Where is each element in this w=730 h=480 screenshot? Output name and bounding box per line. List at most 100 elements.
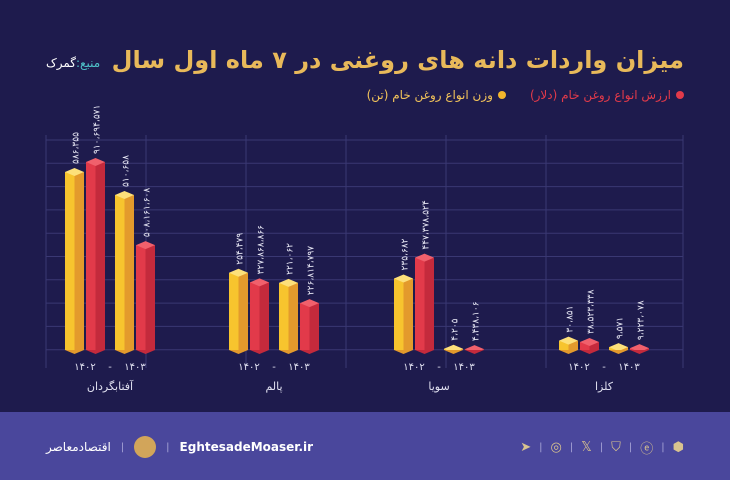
- bar-bottom: [250, 350, 269, 354]
- data-label: ۴۴۷،۳۷۸،۵۲۴: [422, 200, 432, 249]
- data-label: ۹،۲۲۳،۰۷۸: [637, 300, 647, 340]
- data-label: ۲۵۴،۴۷۹: [236, 233, 246, 265]
- bar-bottom: [394, 350, 413, 354]
- year-separator: -: [437, 362, 441, 373]
- bar-top: [86, 158, 105, 166]
- legend-item-weight: وزن انواع روغن خام (تن): [367, 88, 506, 102]
- data-label: ۲۲۶،۸۱۴،۷۹۷: [307, 246, 317, 295]
- bar-value: [86, 162, 96, 350]
- bar-value: [580, 342, 590, 350]
- year-label: ۱۴۰۳: [618, 362, 640, 373]
- year-label: ۱۴۰۳: [288, 362, 310, 373]
- telegram-icon[interactable]: ➤: [520, 440, 532, 455]
- instagram-icon[interactable]: ◎: [550, 440, 562, 455]
- bar-bottom: [415, 350, 434, 354]
- bar-weight: [394, 278, 404, 350]
- year-separator: -: [108, 362, 112, 373]
- bar-bottom: [630, 350, 649, 354]
- bar-bottom: [609, 350, 628, 354]
- bar-weight-side: [403, 278, 413, 350]
- legend-swatch: [497, 91, 506, 99]
- legend-swatch: [676, 91, 684, 99]
- divider: |: [628, 442, 633, 453]
- bar-bottom: [559, 350, 578, 354]
- data-label: ۳۰،۸۵۱: [566, 306, 576, 333]
- bar-weight-side: [74, 172, 84, 350]
- year-label: ۱۴۰۲: [403, 362, 424, 373]
- bar-value: [300, 303, 310, 350]
- bar-bottom: [580, 350, 599, 354]
- bar-top: [136, 241, 155, 250]
- bar-top: [279, 278, 298, 287]
- bar-value-side: [424, 257, 434, 350]
- divider: |: [661, 442, 665, 453]
- divider: |: [569, 442, 574, 453]
- source-label: منبع:: [76, 56, 101, 70]
- bar-weight: [279, 282, 289, 350]
- bar-top: [250, 278, 269, 287]
- bar-top: [115, 190, 134, 199]
- bar-top: [415, 253, 434, 262]
- bar-bottom: [136, 350, 155, 354]
- bar-bottom: [279, 350, 298, 354]
- bar-top: [609, 343, 628, 352]
- brand-name: اقتصادمعاصر: [46, 440, 111, 454]
- year-label: ۱۴۰۳: [124, 362, 146, 373]
- divider: |: [120, 441, 125, 453]
- category-label: سویا: [428, 380, 449, 393]
- chart-title: میزان واردات دانه های روغنی در ۷ ماه اول…: [111, 46, 684, 74]
- data-label: ۴،۲۰۵: [451, 318, 461, 340]
- data-label: ۹۱۰،۶۹۴،۵۷۱: [93, 105, 103, 154]
- data-label: ۴،۴۳۸،۱۰۶: [472, 301, 482, 341]
- chart: ۵۸۶،۳۵۵ ۹۱۰،۶۹۴،۵۷۱ ۵۱۰،۶۵۸ ۵۰۸،۱۶۱،۶۰۸ ۱۴۰۲…: [45, 105, 684, 393]
- divider: |: [166, 441, 170, 453]
- bar-value: [136, 245, 146, 350]
- bar-weight-side: [288, 282, 298, 350]
- bar-top: [394, 274, 413, 283]
- website-link[interactable]: EghtesadeMoaser.ir: [179, 440, 314, 454]
- footer: اقتصادمعاصر | | EghtesadeMoaser.ir ➤ | ◎ |…: [0, 412, 730, 480]
- bar-value-side: [259, 282, 269, 350]
- data-label: ۳۸،۵۲۳،۳۳۸: [587, 289, 597, 334]
- x-icon[interactable]: 𝕏: [581, 440, 592, 455]
- bar-bottom: [444, 350, 463, 354]
- shield-icon[interactable]: ⛉: [611, 440, 621, 455]
- bar-weight-side: [238, 272, 248, 350]
- social-icons: ➤ | ◎ | 𝕏 | ⛉ | ⓔ | ⬢: [520, 438, 684, 457]
- bar-bottom: [465, 350, 484, 354]
- year-label: ۱۴۰۲: [238, 362, 259, 373]
- bar-top: [559, 336, 578, 345]
- data-label: ۹،۵۷۱: [616, 317, 626, 339]
- bar-top: [229, 268, 248, 277]
- bar-bottom: [115, 350, 134, 354]
- bar-top: [580, 338, 599, 347]
- category-label: آفتابگردان: [87, 379, 134, 393]
- data-label: ۳۲۷،۸۶۸،۸۶۶: [257, 225, 267, 274]
- legend-label: ارزش انواع روغن خام (دلار): [529, 88, 671, 102]
- source: منبع:گمرک: [46, 55, 100, 71]
- bar-value-side: [95, 162, 105, 350]
- year-label: ۱۴۰۲: [568, 362, 589, 373]
- eitaa-icon[interactable]: ⓔ: [640, 442, 654, 457]
- rubika-icon[interactable]: ⬢: [672, 440, 684, 455]
- data-label: ۵۰۸،۱۶۱،۶۰۸: [143, 188, 153, 237]
- data-label: ۲۳۵،۶۸۲: [401, 238, 411, 270]
- year-separator: -: [272, 362, 276, 373]
- bar-weight-side: [568, 340, 578, 350]
- divider: |: [599, 442, 604, 453]
- year-separator: -: [602, 362, 606, 373]
- bar-value-side: [309, 303, 319, 350]
- category-label: پالم: [265, 380, 282, 393]
- data-label: ۵۱۰،۶۵۸: [122, 155, 132, 187]
- bar-value-side: [589, 342, 599, 350]
- category-label: کلزا: [595, 380, 614, 393]
- year-label: ۱۴۰۳: [453, 362, 475, 373]
- logo-icon: [134, 436, 157, 458]
- bar-bottom: [65, 350, 84, 354]
- bar-weight: [65, 172, 75, 350]
- legend-item-value: ارزش انواع روغن خام (دلار): [530, 88, 684, 102]
- divider: |: [539, 442, 543, 453]
- bar-weight: [559, 340, 569, 350]
- year-label: ۱۴۰۲: [74, 362, 95, 373]
- bar-bottom: [86, 350, 105, 354]
